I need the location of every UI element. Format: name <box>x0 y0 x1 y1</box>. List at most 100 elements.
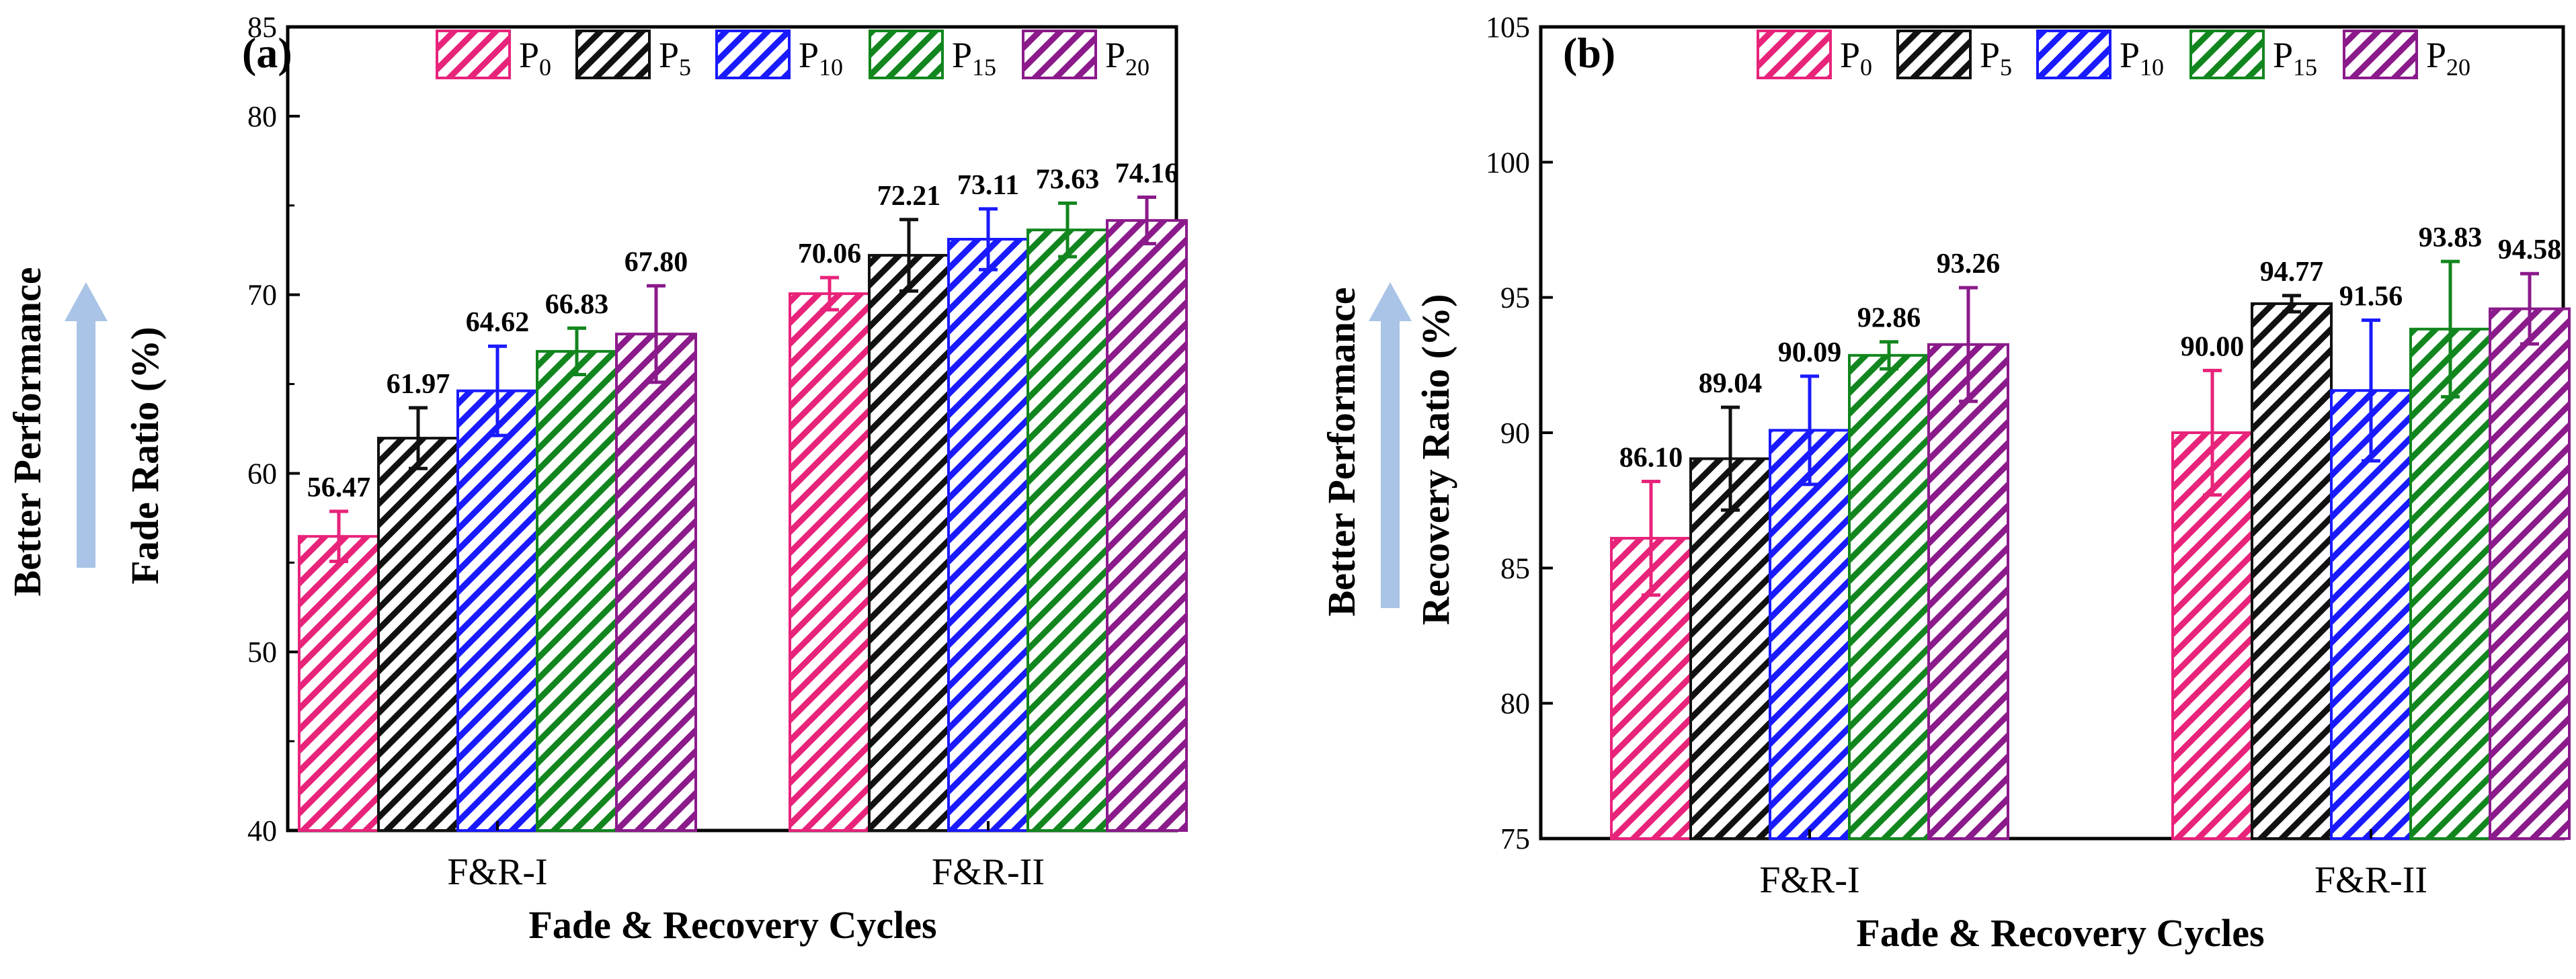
y-tick-label: 70 <box>247 279 277 312</box>
bar-p0-fr-ii <box>789 292 871 832</box>
data-label: 94.77 <box>2260 257 2324 288</box>
bar-p0-fr-i <box>298 535 380 832</box>
arrow-head-icon <box>1369 282 1412 321</box>
legend-swatch <box>1757 30 1832 79</box>
bar-p15-fr-i <box>536 349 618 832</box>
data-label: 94.58 <box>2498 235 2562 265</box>
data-label: 73.11 <box>957 170 1019 201</box>
legend-swatch <box>2189 30 2265 79</box>
data-label: 64.62 <box>466 307 530 338</box>
legend-swatch <box>2343 30 2418 79</box>
bar-p20-fr-i <box>615 333 697 833</box>
legend-swatch <box>575 30 651 79</box>
data-label: 67.80 <box>625 247 688 278</box>
y-tick-label: 85 <box>1500 552 1530 585</box>
data-label: 93.26 <box>1937 249 2001 280</box>
bar-p5-fr-ii <box>868 253 950 833</box>
panel-label: (a) <box>242 29 292 77</box>
bar-p0-fr-ii <box>2171 431 2253 840</box>
legend-label-subscript: 0 <box>539 54 551 81</box>
legend-swatch <box>1022 30 1097 79</box>
legend-label-subscript: 15 <box>972 54 996 81</box>
y-tick-label: 90 <box>1500 417 1530 450</box>
bar-p5-fr-i <box>1689 457 1771 840</box>
bar-p20-fr-ii <box>2489 307 2571 840</box>
x-tick-label: F&R-I <box>1759 859 1859 901</box>
bar-p15-fr-ii <box>2409 327 2491 840</box>
legend-label: P0 <box>1840 35 1872 81</box>
data-label: 66.83 <box>545 289 609 320</box>
legend-label: P0 <box>519 35 551 81</box>
data-label: 92.86 <box>1857 303 1921 334</box>
legend-swatch <box>2036 30 2111 79</box>
data-label: 72.21 <box>877 181 941 212</box>
x-tick-label: F&R-II <box>2315 859 2427 901</box>
x-axis-label: Fade & Recovery Cycles <box>528 903 936 947</box>
better-performance-label: Better Performance <box>1320 287 1363 616</box>
y-axis-label: Fade Ratio (%) <box>123 327 167 584</box>
y-tick-label: 75 <box>1500 822 1530 855</box>
y-tick-label: 95 <box>1500 282 1530 314</box>
x-axis-label: Fade & Recovery Cycles <box>1856 911 2264 955</box>
data-label: 61.97 <box>387 369 450 400</box>
panel-label: (b) <box>1563 29 1615 77</box>
chart-panel-a: 40506070808556.4761.9764.6266.8367.80F&R… <box>5 11 1188 947</box>
legend-label: P5 <box>1980 35 2012 81</box>
bar-p20-fr-i <box>1927 343 2009 840</box>
legend-label-subscript: 5 <box>679 54 691 81</box>
data-label: 74.16 <box>1115 159 1179 189</box>
arrow-up-icon <box>77 319 95 568</box>
legend-label: P5 <box>659 35 691 81</box>
legend-label: P15 <box>2273 35 2317 81</box>
legend-label: P15 <box>952 35 996 81</box>
data-label: 89.04 <box>1699 368 1763 399</box>
legend-label: P10 <box>799 35 843 81</box>
y-tick-label: 50 <box>247 636 277 669</box>
legend-label-subscript: 15 <box>2293 54 2317 81</box>
chart-panel-b: 758085909510010586.1089.0490.0992.8693.2… <box>1320 11 2571 955</box>
y-tick-label: 105 <box>1486 11 1530 44</box>
bar-p10-fr-i <box>456 389 538 832</box>
data-label: 86.10 <box>1619 442 1683 473</box>
legend-swatch <box>1896 30 1972 79</box>
y-tick-label: 40 <box>247 814 277 847</box>
legend-swatch <box>436 30 511 79</box>
data-label: 90.09 <box>1778 337 1842 368</box>
x-tick-label: F&R-I <box>447 851 547 893</box>
legend-label-subscript: 0 <box>1860 54 1872 81</box>
legend-label: P20 <box>1105 35 1150 81</box>
y-tick-label: 60 <box>247 457 277 490</box>
bar-p5-fr-ii <box>2251 302 2333 841</box>
legend-label-subscript: 5 <box>2000 54 2012 81</box>
legend-label-subscript: 10 <box>2140 54 2164 81</box>
legend-swatch <box>715 30 791 79</box>
bar-p15-fr-ii <box>1027 228 1109 832</box>
legend-label: P20 <box>2426 35 2470 81</box>
bar-p10-fr-i <box>1769 429 1851 840</box>
legend-label-subscript: 20 <box>1125 54 1150 81</box>
y-tick-label: 85 <box>247 11 277 44</box>
data-label: 56.47 <box>307 472 371 503</box>
y-tick-label: 80 <box>1500 687 1530 720</box>
data-label: 70.06 <box>798 239 862 269</box>
legend-swatch <box>869 30 944 79</box>
bar-p20-fr-ii <box>1106 219 1188 833</box>
data-label: 93.83 <box>2419 222 2483 253</box>
data-label: 73.63 <box>1036 164 1100 195</box>
arrow-up-icon <box>1381 319 1400 608</box>
y-tick-label: 100 <box>1486 146 1530 179</box>
y-tick-label: 80 <box>247 100 277 133</box>
legend-label-subscript: 20 <box>2446 54 2470 81</box>
legend-label-subscript: 10 <box>819 54 843 81</box>
arrow-head-icon <box>65 282 108 321</box>
better-performance-label: Better Performance <box>5 267 49 596</box>
legend-label: P10 <box>2120 35 2164 81</box>
bar-p5-fr-i <box>377 437 459 832</box>
data-label: 90.00 <box>2181 331 2245 362</box>
bar-p10-fr-ii <box>947 238 1029 832</box>
y-axis-label: Recovery Ratio (%) <box>1414 294 1457 626</box>
x-tick-label: F&R-II <box>932 851 1045 893</box>
bar-p15-fr-i <box>1848 353 1930 840</box>
data-label: 91.56 <box>2339 281 2403 312</box>
